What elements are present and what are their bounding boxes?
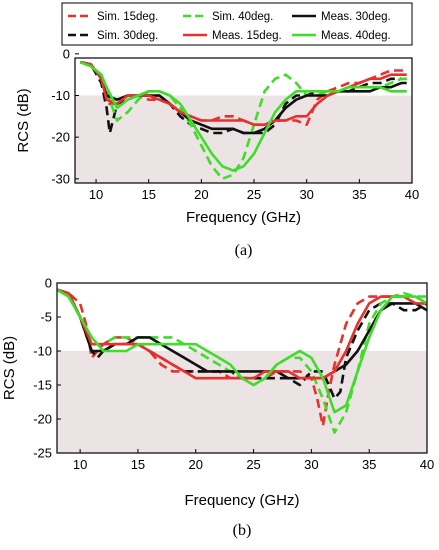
x-tick-label: 35: [362, 457, 376, 472]
x-tick-label: 25: [247, 187, 261, 202]
shaded-region: [57, 351, 427, 453]
legend: Sim. 15deg. Sim. 30deg. Sim. 40deg. Meas. 1…: [61, 2, 413, 46]
y-tick-label: -20: [33, 412, 52, 427]
chart-b: 10 15 20 25 30 35 40 0 -5 -10 -15 -20 -25 Frequency (…: [1, 276, 434, 540]
legend-label: Meas. 40deg.: [321, 30, 391, 42]
x-tick-label: 15: [131, 457, 145, 472]
x-tick-label: 20: [189, 457, 203, 472]
y-tick-label: -30: [51, 171, 70, 186]
y-tick-label: -5: [40, 310, 52, 325]
x-tick-label: 20: [194, 187, 208, 202]
y-tick-label: -10: [51, 88, 70, 103]
y-tick-label: -20: [51, 130, 70, 145]
x-axis-label: Frequency (GHz): [186, 209, 301, 226]
legend-label: Meas. 15deg.: [212, 30, 282, 42]
y-tick-label: -15: [33, 378, 52, 393]
plot-frame: [56, 282, 428, 454]
x-axis-label: Frequency (GHz): [184, 492, 299, 509]
legend-box: [61, 2, 413, 46]
series-line-sim-40deg: [79, 60, 407, 181]
x-tick-label: 25: [246, 457, 260, 472]
y-tick-label: -10: [33, 344, 52, 359]
y-axis-label: RCS (dB): [1, 336, 18, 400]
panel-caption: (a): [235, 242, 253, 259]
legend-label: Sim. 30deg.: [97, 30, 158, 42]
series-line-meas-15deg: [80, 60, 407, 126]
series-line-meas-40deg: [79, 60, 407, 172]
legend-label: Sim. 15deg.: [97, 11, 158, 23]
series-line-meas-40deg: [56, 288, 428, 414]
shaded-region: [75, 95, 412, 183]
plot-frame: [74, 57, 413, 184]
y-tick-label: -25: [33, 446, 52, 461]
x-tick-label: 10: [73, 457, 87, 472]
x-tick-label: 30: [304, 457, 318, 472]
y-tick-label: 0: [63, 46, 70, 61]
y-axis-label: RCS (dB): [15, 88, 32, 152]
x-tick-label: 40: [420, 457, 434, 472]
legend-label: Meas. 30deg.: [321, 11, 391, 23]
x-tick-label: 15: [141, 187, 155, 202]
chart-a: 10 15 20 25 30 35 40 0 -10 -20 -30 Frequency (GHz) R…: [15, 46, 419, 259]
legend-label: Sim. 40deg.: [212, 11, 273, 23]
x-tick-label: 30: [299, 187, 313, 202]
y-tick-label: 0: [45, 276, 52, 291]
x-tick-label: 10: [89, 187, 103, 202]
x-tick-label: 35: [352, 187, 366, 202]
panel-caption: (b): [233, 522, 252, 539]
x-tick-label: 40: [405, 187, 419, 202]
